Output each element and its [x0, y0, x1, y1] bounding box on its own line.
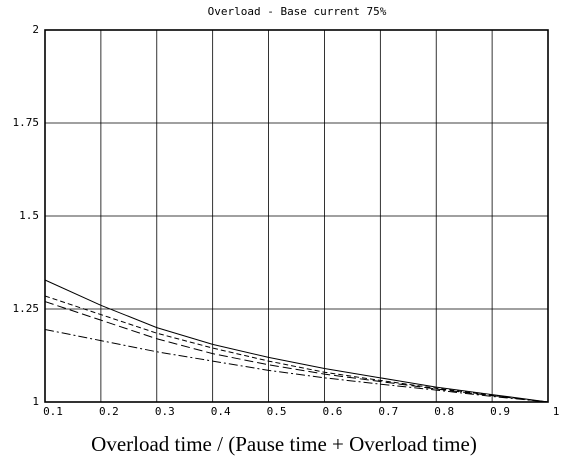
- data-line: [44, 295, 549, 403]
- y-tick-label: 1.75: [13, 116, 40, 129]
- x-tick-label: 0.4: [211, 405, 231, 418]
- x-tick-label: 0.9: [490, 405, 510, 418]
- plot-frame: [44, 29, 549, 403]
- x-tick-label: 0.8: [434, 405, 454, 418]
- y-tick-label: 1: [32, 395, 39, 408]
- y-tick-label: 1.5: [19, 209, 39, 222]
- x-tick-label: 0.2: [99, 405, 119, 418]
- x-tick-label: 0.1: [43, 405, 63, 418]
- x-tick-label: 0.5: [267, 405, 287, 418]
- y-tick-label: 1.25: [13, 302, 40, 315]
- y-tick-label: 2: [32, 23, 39, 36]
- chart-title: Overload - Base current 75%: [208, 5, 387, 18]
- x-tick-label: 0.6: [323, 405, 343, 418]
- data-line: [44, 279, 549, 403]
- data-line: [44, 328, 549, 403]
- x-tick-label: 0.3: [155, 405, 175, 418]
- x-axis-label: Overload time / (Pause time + Overload t…: [91, 432, 477, 456]
- data-line: [44, 301, 549, 403]
- x-tick-label: 0.7: [378, 405, 398, 418]
- x-tick-label: 1: [553, 405, 560, 418]
